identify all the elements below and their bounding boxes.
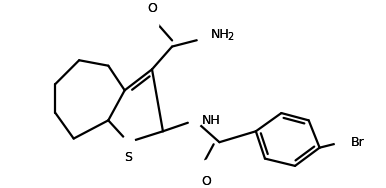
Text: NH: NH [211,28,230,41]
Text: NH: NH [202,114,221,127]
Text: Br: Br [350,136,364,149]
Text: S: S [124,151,132,164]
Text: O: O [147,2,157,15]
Text: 2: 2 [228,33,234,42]
Text: Br: Br [350,136,364,149]
Text: NH: NH [202,114,221,127]
Text: O: O [147,2,157,15]
Text: O: O [202,175,212,188]
Text: O: O [202,175,212,188]
Text: S: S [124,151,132,164]
Text: NH: NH [211,28,230,41]
Text: 2: 2 [228,33,234,42]
